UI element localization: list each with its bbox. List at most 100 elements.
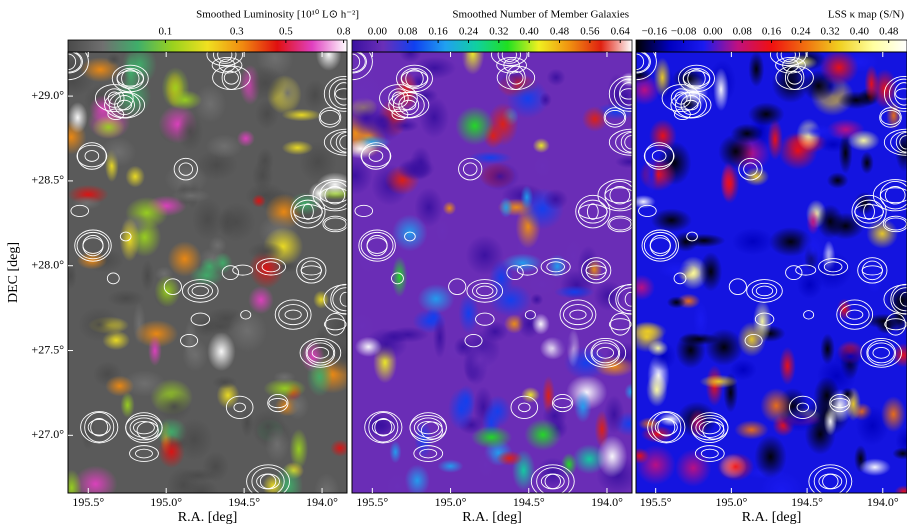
contour [694,445,725,462]
contour [563,304,593,326]
map-blob [413,56,457,80]
x-tick-label: 195.0° [435,495,467,509]
map-blob [542,188,569,210]
contour [691,412,729,444]
map-blob [154,275,181,308]
map-blob [533,154,552,179]
contour [686,231,698,242]
map-blob [699,374,739,389]
contour [299,337,342,368]
contour [654,419,678,436]
map-blob [419,96,450,139]
contour [392,92,425,119]
contour [135,448,153,459]
x-axis-label: R.A. [deg] [742,510,802,525]
map-blob [716,452,755,481]
map-blob [120,392,135,419]
contour [788,395,817,419]
map-blob [675,331,706,369]
map-blob [488,283,533,317]
map-blob [455,106,495,146]
contour [795,264,817,276]
contour [624,291,632,307]
contour [476,285,494,297]
contour [818,473,843,490]
y-tick-label: +29.0° [31,88,64,102]
contour [104,88,125,108]
map-blob [819,52,859,86]
contour [785,265,803,281]
contour [867,342,895,364]
contour [609,217,632,231]
contour [746,279,783,303]
map-blob [251,194,267,208]
contour [866,340,896,366]
map-blob [647,340,669,357]
contour [396,64,433,93]
contour [559,299,597,330]
map-blob [105,375,135,397]
map-blob [737,321,766,357]
contour [173,157,198,181]
map-blob [890,296,907,336]
contour [651,150,667,162]
contour [360,144,392,168]
contour [458,157,483,181]
map-blob [391,214,428,252]
colorbar-tick-label: 0.00 [703,26,723,38]
contour [181,279,219,303]
contour [108,92,141,119]
map-blob [450,52,468,70]
map-blob [205,134,243,159]
colorbar-tick-label: 0.32 [820,26,839,38]
map-blob [470,425,513,449]
map-blob [673,231,699,252]
contour [880,109,901,125]
map-blob [833,346,868,368]
map-blob [837,298,852,320]
contour [296,257,327,284]
map-blob [171,188,211,203]
map-blob [593,280,625,311]
contour [743,162,758,176]
contour [787,70,803,85]
contour [464,333,483,348]
map-blob [216,202,256,242]
map-blob [106,53,122,66]
contour [872,179,907,212]
contour [863,203,875,220]
map-blob [743,167,770,187]
contour [246,464,290,493]
contour [818,258,849,276]
contour [323,318,347,331]
contour [190,312,211,326]
map-blob [236,130,255,147]
contour [206,52,244,67]
colorbar-tick-label: 0.40 [850,26,870,38]
contour [311,346,330,359]
map-blob [256,147,274,174]
y-tick-label: +28.0° [31,257,64,271]
map-blob [68,66,94,97]
map-blob [352,156,373,195]
contour [879,181,907,210]
contour [803,310,815,320]
contour [398,95,420,116]
map-blob [265,426,290,463]
contour [371,419,395,436]
map-blob [636,195,656,209]
x-tick-label: 195.0° [715,495,747,509]
contour [687,69,706,88]
contour [233,402,246,413]
map-texture [68,52,347,493]
contour [546,261,565,273]
map-blob [748,52,765,88]
contour [388,88,409,108]
contour [87,419,111,436]
map-blob [68,469,82,493]
map-blob [636,447,650,464]
map-blob [435,219,450,244]
x-tick-label: 195.0° [150,495,182,509]
contour [463,162,478,176]
